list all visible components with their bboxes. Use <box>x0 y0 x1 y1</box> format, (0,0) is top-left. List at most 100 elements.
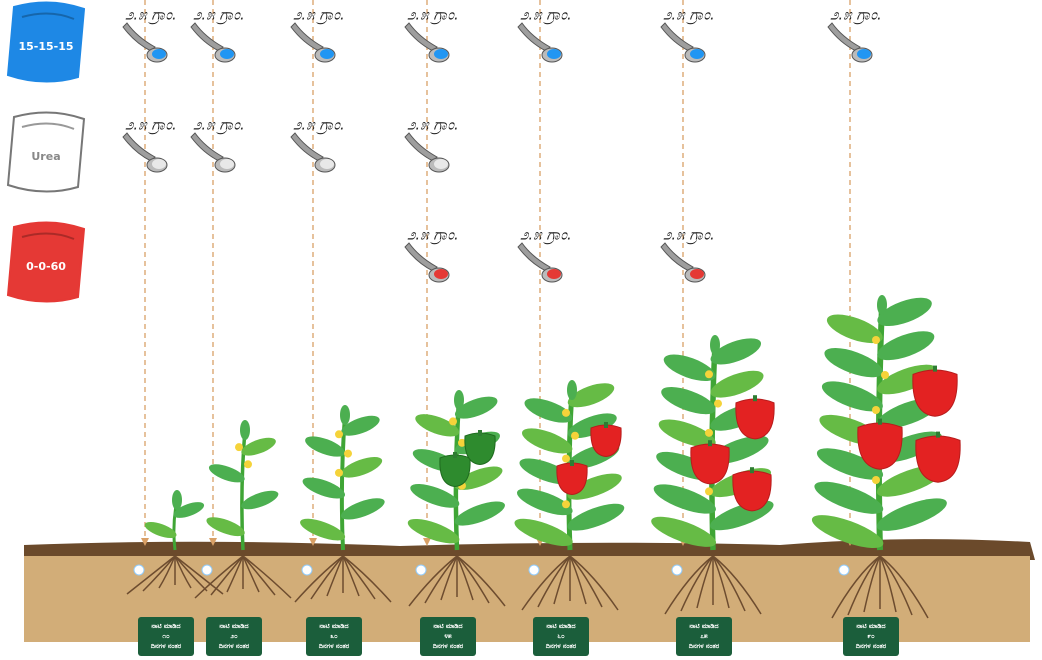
granule-cluster <box>302 565 312 575</box>
stage-label: ದಿನಗಳ ನಂತರ <box>219 642 250 650</box>
flower <box>872 476 880 484</box>
bag-label: Urea <box>31 150 60 163</box>
stage-label: ೯೦ <box>867 632 875 640</box>
pepper-stalk <box>708 440 712 446</box>
leaf <box>452 497 508 531</box>
stage-label: ೩೦ <box>330 632 338 640</box>
flower <box>562 455 570 463</box>
stage-label: ೧೦ <box>162 632 170 640</box>
spoon <box>291 133 323 161</box>
dose-label: ೨.೫ ಗ್ರಾಂ. <box>193 6 245 26</box>
top-leaf <box>240 420 250 440</box>
flower <box>705 487 713 495</box>
leaf <box>413 410 462 442</box>
pepper-stalk <box>478 430 482 436</box>
stage-label: ದಿನಗಳ ನಂತರ <box>689 642 720 650</box>
leaf <box>873 492 950 538</box>
dose-label: ೨.೫ ಗ್ರಾಂ. <box>520 6 572 26</box>
leaf <box>405 514 462 548</box>
dose-label: ೨.೫ ಗ್ರಾಂ. <box>293 6 345 26</box>
stage-label: ೭೫ <box>700 632 708 640</box>
top-leaf <box>710 335 720 355</box>
stage-label: ನಾಟಿ ಮಾಡಿದ <box>856 622 886 630</box>
dose-label: ೨.೫ ಗ್ರಾಂ. <box>407 6 459 26</box>
dose-label: ೨.೫ ಗ್ರಾಂ. <box>193 116 245 136</box>
granule-cluster <box>529 565 539 575</box>
leaf <box>661 349 719 386</box>
leaf <box>339 453 385 482</box>
spoon <box>518 243 550 271</box>
pepper-stalk <box>936 432 940 438</box>
flower <box>705 370 713 378</box>
top-leaf <box>172 490 182 510</box>
dose-label: ೨.೫ ಗ್ರಾಂ. <box>293 116 345 136</box>
stage-label: ದಿನಗಳ ನಂತರ <box>319 642 350 650</box>
leaf <box>239 487 280 513</box>
flower <box>881 371 889 379</box>
spoon <box>191 23 223 51</box>
flower <box>335 469 343 477</box>
dose-label: ೨.೫ ಗ್ರಾಂ. <box>663 226 715 246</box>
granules <box>152 49 166 59</box>
granules <box>152 159 166 169</box>
pepper <box>736 399 774 439</box>
granule-cluster <box>672 565 682 575</box>
leaf <box>650 478 719 519</box>
dose-label: ೨.೫ ಗ್ರಾಂ. <box>125 6 177 26</box>
pepper-stalk <box>453 452 457 458</box>
flower <box>562 500 570 508</box>
flower <box>449 417 457 425</box>
pepper-stalk <box>933 366 937 372</box>
flower <box>235 443 243 451</box>
stage-label: ೪೫ <box>444 632 452 640</box>
spoon <box>405 23 437 51</box>
pepper-stalk <box>750 467 754 473</box>
granules <box>547 269 561 279</box>
stage-label: ದಿನಗಳ ನಂತರ <box>151 642 182 650</box>
pepper-stalk <box>604 422 608 428</box>
flower <box>571 432 579 440</box>
granule-cluster <box>839 565 849 575</box>
spoon <box>828 23 860 51</box>
leaf <box>658 381 719 419</box>
stage-label: ನಾಟಿ ಮಾಡಿದ <box>319 622 349 630</box>
stage-label: ದಿನಗಳ ನಂತರ <box>546 642 577 650</box>
granules <box>434 49 448 59</box>
leaf <box>821 342 886 383</box>
flower <box>705 429 713 437</box>
granule-cluster <box>202 565 212 575</box>
stage-label: ೬೦ <box>557 632 565 640</box>
granules <box>434 159 448 169</box>
spoon <box>661 243 693 271</box>
flower <box>562 409 570 417</box>
stage-label: ೨೦ <box>230 632 238 640</box>
pepper-stalk <box>570 460 574 466</box>
stage-label: ದಿನಗಳ ನಂತರ <box>433 642 464 650</box>
flower <box>244 460 252 468</box>
stage-label: ದಿನಗಳ ನಂತರ <box>856 642 887 650</box>
spoon <box>123 133 155 161</box>
leaf <box>564 498 627 536</box>
spoon <box>291 23 323 51</box>
stage-label: ನಾಟಿ ಮಾಡಿದ <box>433 622 463 630</box>
granules <box>220 49 234 59</box>
granules <box>434 269 448 279</box>
dose-label: ೨.೫ ಗ್ರಾಂ. <box>125 116 177 136</box>
granule-cluster <box>134 565 144 575</box>
granules <box>220 159 234 169</box>
dose-label: ೨.೫ ಗ್ರಾಂ. <box>830 6 882 26</box>
top-leaf <box>567 380 577 400</box>
dose-label: ೨.೫ ಗ್ರಾಂ. <box>407 116 459 136</box>
top-leaf <box>877 295 887 315</box>
fertilizer-schedule: 15-15-15Urea0-0-60೨.೫ ಗ್ರಾಂ.೨.೫ ಗ್ರಾಂ.ನಾ… <box>0 0 1042 660</box>
granules <box>320 159 334 169</box>
flower <box>872 406 880 414</box>
dose-label: ೨.೫ ಗ್ರಾಂ. <box>520 226 572 246</box>
stage-label: ನಾಟಿ ಮಾಡಿದ <box>546 622 576 630</box>
spoon <box>405 243 437 271</box>
dose-label: ೨.೫ ಗ್ರಾಂ. <box>407 226 459 246</box>
pepper-stalk <box>753 395 757 401</box>
flower <box>335 430 343 438</box>
granules <box>690 49 704 59</box>
bag-label: 0-0-60 <box>26 260 66 273</box>
